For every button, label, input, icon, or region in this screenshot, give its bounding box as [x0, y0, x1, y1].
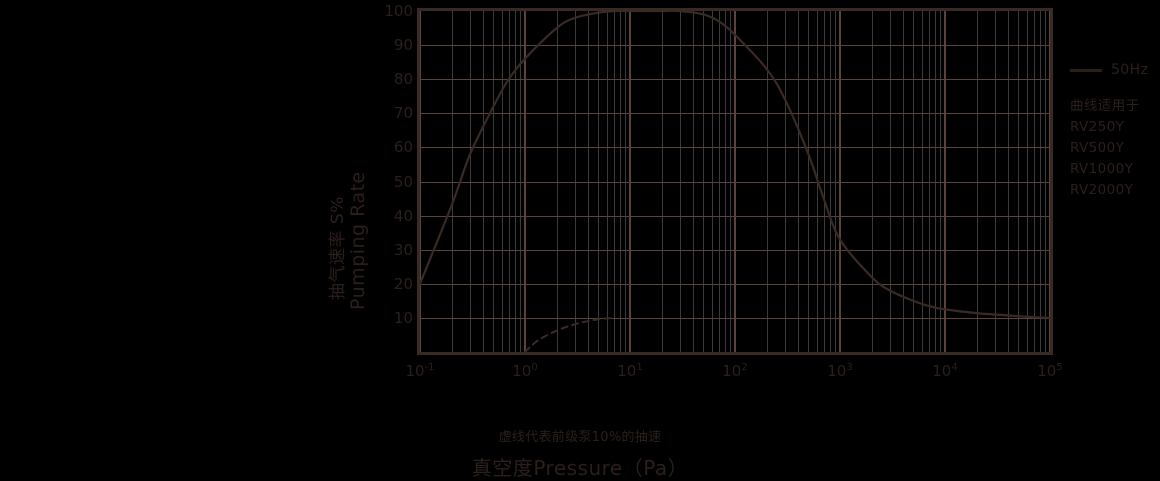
legend-series-row: 50Hz	[1070, 60, 1160, 80]
gridline-y-major	[420, 181, 1050, 183]
y-tick-label: 40	[393, 206, 413, 225]
y-tick-label: 10	[393, 308, 413, 327]
x-tick-label: 100	[512, 362, 538, 380]
legend-line-swatch	[1070, 68, 1102, 72]
y-axis-title-en: Pumping Rate	[347, 171, 369, 310]
x-axis-tick-labels: 10-1 100 101 102 103 104 105	[405, 362, 1062, 388]
plot-area	[417, 8, 1053, 355]
data-curves	[420, 11, 1050, 352]
gridline-y-major	[420, 45, 1050, 47]
x-tick-label: 103	[827, 362, 853, 380]
legend-models-block: 曲线适用于 RV250Y RV500Y RV1000Y RV2000Y	[1070, 96, 1160, 201]
legend-model-2: RV1000Y	[1070, 161, 1134, 177]
legend: 50Hz 曲线适用于 RV250Y RV500Y RV1000Y RV2000Y	[1070, 60, 1160, 201]
legend-model-0: RV250Y	[1070, 119, 1125, 135]
x-axis-note: 虚线代表前级泵10%的抽速	[498, 430, 662, 445]
y-tick-label: 100	[384, 2, 413, 20]
gridline-y-major	[420, 147, 1050, 149]
gridline-y-major	[420, 317, 1050, 319]
legend-applies-title: 曲线适用于	[1070, 98, 1140, 114]
y-tick-label: 90	[393, 36, 413, 55]
y-tick-label: 20	[393, 274, 413, 293]
legend-series-label: 50Hz	[1111, 62, 1149, 78]
plot-inner	[420, 11, 1050, 352]
gridline-y-major	[420, 113, 1050, 115]
y-tick-label: 50	[393, 172, 413, 191]
legend-model-1: RV500Y	[1070, 140, 1125, 156]
gridline-y-major	[420, 283, 1050, 285]
curve-50hz	[420, 11, 1050, 319]
legend-model-3: RV2000Y	[1070, 182, 1134, 198]
chart-canvas: 抽气速率 S% Pumping Rate 10 20 30 40 50 60 70 80 90 1…	[145, 0, 1160, 480]
x-tick-label: 101	[617, 362, 643, 380]
x-tick-label: 105	[1037, 362, 1063, 380]
y-tick-label: 70	[393, 104, 413, 123]
y-tick-label: 60	[393, 138, 413, 157]
y-tick-label: 80	[393, 70, 413, 89]
y-tick-label: 30	[393, 240, 413, 259]
x-tick-label: 104	[932, 362, 958, 380]
x-tick-label: 102	[722, 362, 748, 380]
y-axis-tick-labels: 10 20 30 40 50 60 70 80 90 100	[367, 2, 413, 355]
x-axis-title: 真空度Pressure（Pa）	[471, 456, 689, 480]
gridline-y-major	[420, 215, 1050, 217]
gridline-y-major	[420, 249, 1050, 251]
x-tick-label: 10-1	[405, 362, 435, 380]
y-axis-title-cn: 抽气速率 S%	[328, 196, 348, 300]
curve-backing-pump-dashed	[524, 316, 615, 352]
gridline-y-major	[420, 79, 1050, 81]
